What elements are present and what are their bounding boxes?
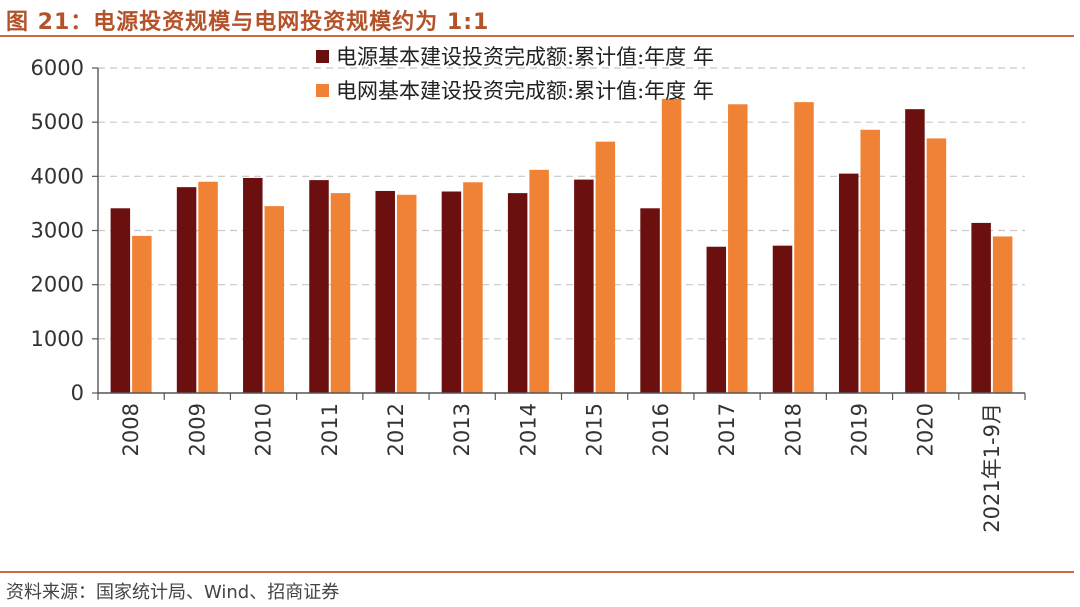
x-tick-label: 2015	[583, 403, 607, 456]
bar-power-source-2009	[176, 187, 197, 393]
bar-grid-2011	[330, 193, 351, 393]
bar-power-source-2021年1-9月	[971, 222, 991, 393]
bar-power-source-2016	[640, 208, 660, 393]
x-tick-label: 2019	[847, 403, 871, 456]
y-tick-label: 6000	[31, 56, 84, 80]
y-tick-label: 1000	[31, 327, 84, 351]
bar-power-source-2013	[441, 191, 462, 393]
bar-power-source-2012	[375, 190, 395, 393]
bar-power-source-2011	[309, 180, 329, 393]
bar-power-source-2020	[905, 109, 925, 394]
bar-grid-2020	[926, 138, 947, 393]
x-tick-label: 2008	[119, 403, 143, 456]
source-divider	[0, 571, 1074, 573]
y-tick-label: 2000	[31, 273, 84, 297]
bar-grid-2010	[264, 206, 285, 393]
title-divider	[0, 35, 1074, 37]
x-tick-label: 2018	[781, 403, 805, 456]
legend-label-grid: 电网基本建设投资完成额:累计值:年度 年	[336, 79, 714, 103]
x-tick-label: 2014	[516, 403, 540, 456]
bar-grid-2018	[794, 102, 814, 393]
y-tick-label: 5000	[31, 110, 84, 134]
bar-grid-2017	[728, 104, 748, 394]
bar-grid-2016	[661, 98, 682, 393]
bar-power-source-2017	[706, 246, 727, 393]
gridlines	[98, 67, 1025, 340]
bars	[110, 98, 1013, 394]
x-tick-label: 2016	[649, 403, 673, 456]
x-tick-label: 2012	[384, 403, 408, 456]
bar-grid-2015	[595, 141, 616, 393]
bar-grid-2014	[529, 169, 549, 393]
x-axis: 2008 2009 2010 2011 2012 2013 2014 2015 2016 2017…	[97, 392, 1026, 533]
figure-title: 图 21：电源投资规模与电网投资规模约为 1:1	[6, 10, 490, 35]
bar-power-source-2018	[772, 245, 793, 393]
bar-grid-2021年1-9月	[992, 236, 1013, 393]
legend-swatch-power-source	[316, 50, 329, 63]
x-tick-label: 2009	[185, 403, 209, 456]
bar-power-source-2010	[243, 177, 263, 393]
x-tick-label: 2013	[450, 403, 474, 456]
legend-swatch-grid	[316, 84, 329, 97]
source-note: 资料来源：国家统计局、Wind、招商证券	[6, 582, 340, 603]
legend-label-power-source: 电源基本建设投资完成额:累计值:年度 年	[336, 45, 714, 69]
x-tick-label: 2011	[318, 403, 342, 456]
x-tick-label: 2021年1-9月	[980, 403, 1004, 533]
bar-grid-2009	[198, 181, 218, 393]
bar-grid-2013	[463, 182, 483, 393]
bar-grid-2019	[860, 129, 880, 393]
x-tick-label: 2010	[252, 403, 276, 456]
x-tick-label: 2017	[715, 403, 739, 456]
y-tick-label: 0	[71, 381, 84, 405]
bar-power-source-2008	[110, 208, 131, 393]
bar-grid-2012	[396, 194, 417, 393]
x-tick-label: 2020	[914, 403, 938, 456]
y-tick-label: 4000	[31, 164, 84, 188]
bar-power-source-2014	[507, 193, 528, 393]
bar-power-source-2015	[574, 179, 594, 393]
y-axis: 0 1000 2000 3000 4000 5000 6000	[31, 56, 99, 405]
bar-grid-2008	[132, 235, 152, 393]
bar-power-source-2019	[838, 173, 859, 393]
y-tick-label: 3000	[31, 219, 84, 243]
